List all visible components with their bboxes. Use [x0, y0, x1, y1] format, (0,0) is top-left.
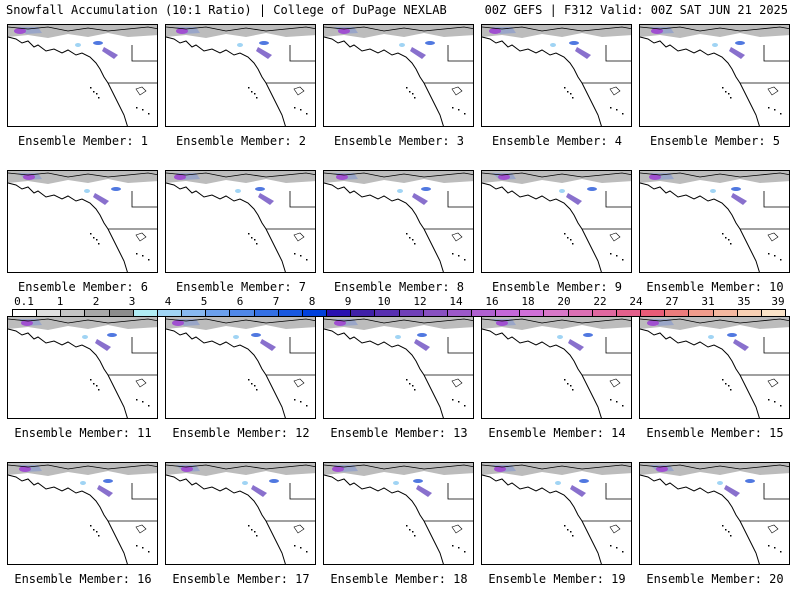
figure-title: Snowfall Accumulation (10:1 Ratio) | Col… [6, 3, 447, 17]
colorbar-swatch [157, 310, 183, 316]
colorbar-tick-label: 22 [593, 295, 607, 308]
ensemble-member-map [639, 24, 790, 127]
colorbar-tick-label: 8 [308, 295, 316, 308]
ensemble-member-map [323, 24, 474, 127]
ensemble-member-map [639, 170, 790, 273]
ensemble-member-map [323, 316, 474, 419]
ensemble-member-map [165, 316, 316, 419]
ensemble-member-label: Ensemble Member: 15 [646, 426, 784, 440]
colorbar-swatch [375, 310, 400, 316]
ensemble-member-map [165, 462, 316, 565]
ensemble-member-map [323, 462, 474, 565]
ensemble-member-map [7, 316, 158, 419]
colorbar-swatch [327, 310, 352, 316]
colorbar-tick-label: 6 [236, 295, 244, 308]
ensemble-member-map [481, 462, 632, 565]
colorbar-tick-label: 18 [521, 295, 535, 308]
ensemble-member-label: Ensemble Member: 4 [491, 134, 623, 148]
colorbar-swatch [302, 310, 328, 316]
colorbar-tick-label: 9 [344, 295, 352, 308]
colorbar-tick-label: 10 [377, 295, 391, 308]
colorbar-tick-label: 1 [56, 295, 64, 308]
colorbar-tick-label: 31 [701, 295, 715, 308]
colorbar-tick-labels: 0.1 1 2 3 4 5 6 7 8 9 10 12 14 16 18 20 22 24 27 31 35 39 [12, 296, 786, 308]
ensemble-member-map [7, 462, 158, 565]
ensemble-member-map [165, 24, 316, 127]
ensemble-member-label: Ensemble Member: 8 [333, 280, 465, 294]
ensemble-member-label: Ensemble Member: 14 [488, 426, 626, 440]
colorbar-swatch [278, 310, 303, 316]
colorbar-tick-label: 12 [413, 295, 427, 308]
colorbar-swatch [133, 310, 158, 316]
ensemble-member-label: Ensemble Member: 6 [17, 280, 149, 294]
colorbar-swatch [520, 310, 545, 316]
colorbar-swatch [399, 310, 424, 316]
colorbar-swatch [737, 310, 762, 316]
colorbar-tick-label: 35 [737, 295, 751, 308]
ensemble-member-label: Ensemble Member: 13 [330, 426, 468, 440]
colorbar-swatch [109, 310, 134, 316]
ensemble-member-label: Ensemble Member: 7 [175, 280, 307, 294]
colorbar-swatch [447, 310, 472, 316]
ensemble-member-label: Ensemble Member: 16 [14, 572, 152, 586]
colorbar-swatch [423, 310, 448, 316]
colorbar-tick-label: 20 [557, 295, 571, 308]
ensemble-member-label: Ensemble Member: 20 [646, 572, 784, 586]
colorbar-swatch [182, 310, 207, 316]
ensemble-member-map [481, 170, 632, 273]
colorbar-tick-label: 16 [485, 295, 499, 308]
colorbar-swatch [689, 310, 714, 316]
ensemble-member-map [7, 170, 158, 273]
colorbar-tick-label: 27 [665, 295, 679, 308]
colorbar-swatch [13, 310, 38, 316]
snowfall-colorbar [12, 309, 786, 317]
ensemble-member-label: Ensemble Member: 18 [330, 572, 468, 586]
ensemble-member-label: Ensemble Member: 9 [491, 280, 623, 294]
run-valid-time: 00Z GEFS | F312 Valid: 00Z SAT JUN 21 20… [484, 3, 788, 17]
colorbar-tick-label: 24 [629, 295, 643, 308]
colorbar-swatch [616, 310, 642, 316]
colorbar-swatch [641, 310, 666, 316]
ensemble-member-label: Ensemble Member: 17 [172, 572, 310, 586]
colorbar-swatch [85, 310, 110, 316]
colorbar-swatch [37, 310, 62, 316]
ensemble-member-label: Ensemble Member: 12 [172, 426, 310, 440]
ensemble-member-label: Ensemble Member: 3 [333, 134, 465, 148]
colorbar-tick-label: 0.1 [14, 295, 34, 308]
colorbar-tick-label: 39 [771, 295, 785, 308]
ensemble-member-map [481, 24, 632, 127]
colorbar-tick-label: 4 [164, 295, 172, 308]
ensemble-member-map [7, 24, 158, 127]
colorbar-tick-label: 2 [92, 295, 100, 308]
ensemble-member-label: Ensemble Member: 10 [646, 280, 784, 294]
colorbar-tick-label: 7 [272, 295, 280, 308]
colorbar-swatch [471, 310, 497, 316]
colorbar-swatch [713, 310, 738, 316]
ensemble-member-map [481, 316, 632, 419]
ensemble-member-label: Ensemble Member: 5 [649, 134, 781, 148]
colorbar-swatch [496, 310, 521, 316]
colorbar-swatch [230, 310, 255, 316]
colorbar-tick-label: 5 [200, 295, 208, 308]
colorbar-swatch [665, 310, 690, 316]
colorbar-swatch [351, 310, 376, 316]
ensemble-member-map [165, 170, 316, 273]
ensemble-member-label: Ensemble Member: 1 [17, 134, 149, 148]
colorbar-tick-label: 14 [449, 295, 463, 308]
colorbar-swatch [206, 310, 231, 316]
colorbar-swatch [544, 310, 569, 316]
ensemble-member-map [323, 170, 474, 273]
ensemble-member-map [639, 462, 790, 565]
ensemble-member-label: Ensemble Member: 19 [488, 572, 626, 586]
ensemble-member-label: Ensemble Member: 11 [14, 426, 152, 440]
colorbar-swatch [61, 310, 86, 316]
colorbar-swatch [568, 310, 593, 316]
ensemble-member-map [639, 316, 790, 419]
colorbar-tick-label: 3 [128, 295, 136, 308]
colorbar-swatch [761, 310, 785, 316]
colorbar-swatch [254, 310, 279, 316]
ensemble-member-label: Ensemble Member: 2 [175, 134, 307, 148]
colorbar-swatch [592, 310, 617, 316]
